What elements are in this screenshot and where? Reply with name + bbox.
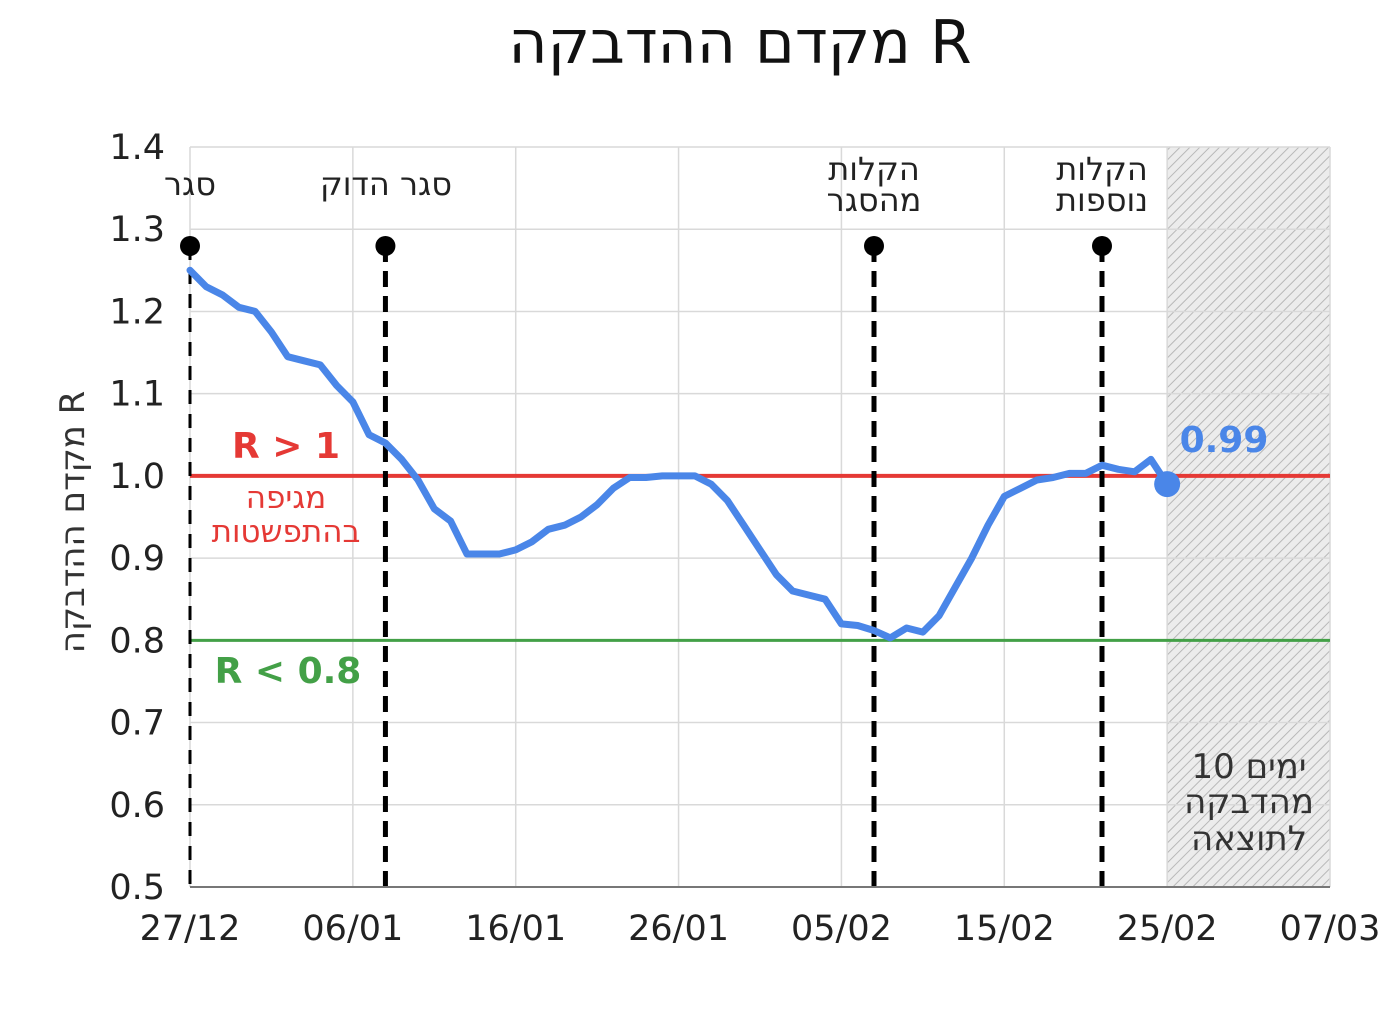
last-value-label: 0.99 [1180,420,1269,461]
y-tick-label: 1.4 [109,128,165,168]
epidemic-spreading-label: בהתפשטות [212,514,361,550]
event-marker-dot [180,236,200,256]
y-tick-label: 0.5 [109,868,165,908]
event-label: הקלות [1056,150,1148,188]
event-marker-dot [1092,236,1112,256]
y-tick-label: 1.1 [109,375,165,415]
x-tick-label: 26/01 [628,909,729,949]
event-label: מהסגר [827,181,922,219]
shaded-region [1167,147,1330,887]
x-tick-label: 16/01 [465,909,566,949]
event-marker-dot [864,236,884,256]
y-tick-label: 1.3 [109,210,165,250]
x-tick-label: 27/12 [140,909,241,949]
event-marker-dot [375,236,396,256]
chart-title: מקדם ההדבקה R [508,8,972,78]
y-tick-label: 0.6 [109,786,165,826]
x-tick-label: 15/02 [954,909,1055,949]
epidemic-spreading-label: מגיפה [246,480,326,516]
x-tick-label: 25/02 [1117,909,1218,949]
y-tick-label: 1.2 [109,292,165,332]
r-below-0-8-label: R < 0.8 [215,651,362,692]
y-tick-label: 0.8 [109,621,165,661]
y-tick-label: 1.0 [109,457,165,497]
x-tick-label: 05/02 [791,909,892,949]
x-tick-label: 07/03 [1280,909,1381,949]
x-tick-label: 06/01 [302,909,403,949]
shaded-region-label: מהדבקה [1184,782,1314,822]
r-above-1-label: R > 1 [232,426,340,467]
last-value-point [1154,471,1181,498]
y-axis-label: מקדם ההדבקה R [53,391,93,654]
y-tick-label: 0.9 [109,539,165,579]
shaded-region-label: 10 ימים [1192,747,1307,787]
event-label: סגר הדוק [320,165,452,203]
r-series-line [186,266,1171,642]
shaded-region-label: לתוצאה [1191,819,1307,859]
event-label: הקלות [828,150,920,188]
y-tick-label: 0.7 [109,704,165,744]
event-label: סגר [164,165,216,203]
event-label: נוספות [1056,181,1148,219]
